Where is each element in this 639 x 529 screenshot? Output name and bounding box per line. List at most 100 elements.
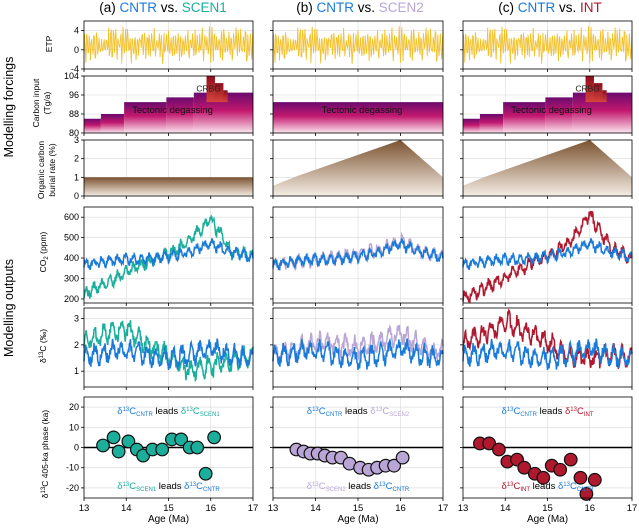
x-tick-label: 16 xyxy=(584,503,595,514)
carbon-step xyxy=(166,97,194,133)
y-tick-label: 3 xyxy=(74,314,79,324)
x-tick-label: 14 xyxy=(500,503,511,514)
y-tick-label: -4 xyxy=(71,64,79,74)
x-axis-label: Age (Ma) xyxy=(337,514,378,525)
etp-line xyxy=(83,26,254,64)
phase-point xyxy=(198,466,213,481)
x-tick-label: 17 xyxy=(248,503,259,514)
y-tick-label: -10 xyxy=(66,463,79,473)
y-tick-label: 1 xyxy=(74,366,79,376)
y-tick-label: 88 xyxy=(69,109,79,119)
d13c-line-scen2 xyxy=(272,323,444,363)
y-tick-label: 10 xyxy=(69,422,79,432)
x-tick-label: 16 xyxy=(395,503,406,514)
y-tick-label: 500 xyxy=(64,233,79,243)
crbg-pulse xyxy=(585,76,594,103)
ylabel-d13c: δ13C (‰) xyxy=(38,329,48,363)
carbon-step xyxy=(273,102,443,133)
y-tick-label: 2 xyxy=(74,154,79,164)
d13c-line-cntr xyxy=(272,337,444,371)
etp-line xyxy=(462,26,633,64)
ylabel-burial-2: burial rate (%) xyxy=(47,143,57,197)
phase-point xyxy=(387,458,402,473)
co2-line-scen1 xyxy=(83,214,254,299)
y-tick-label: 0 xyxy=(74,443,79,453)
carbon-step xyxy=(463,118,480,133)
leads-annotation-top: δ13CCNTR leads δ13CSCEN1 xyxy=(117,406,220,418)
phase-point xyxy=(517,460,532,475)
gridlines xyxy=(463,207,632,303)
etp-line xyxy=(272,26,444,64)
phase-point xyxy=(536,470,551,485)
phase-point xyxy=(579,487,594,501)
carbon-step xyxy=(84,118,101,133)
carbon-step xyxy=(100,114,125,133)
d13c-line-cntr xyxy=(462,338,633,371)
phase-point xyxy=(573,470,588,485)
x-axis-label: Age (Ma) xyxy=(527,514,568,525)
x-tick-label: 14 xyxy=(310,503,321,514)
x-tick-label: 15 xyxy=(542,503,553,514)
tectonic-label: Tectonic degassing xyxy=(322,105,403,116)
tectonic-label: Tectonic degassing xyxy=(132,105,213,116)
carbon-step xyxy=(545,97,573,133)
group-label-outputs: Modelling outputs xyxy=(2,259,16,357)
phase-point xyxy=(174,432,189,447)
y-tick-label: 400 xyxy=(64,253,79,263)
crbg-pulse xyxy=(214,83,224,103)
x-tick-label: 15 xyxy=(353,503,364,514)
phase-point xyxy=(106,430,121,445)
burial-area xyxy=(84,177,253,196)
leads-annotation-top: δ13CCNTR leads δ13CSCEN2 xyxy=(307,406,410,418)
ylabel-phase: δ13C 405-ka phase (ka) xyxy=(40,410,50,499)
leads-annotation-bottom: δ13CSCEN2 leads δ13CCNTR xyxy=(307,481,410,493)
x-tick-label: 15 xyxy=(163,503,174,514)
burial-area xyxy=(463,140,632,196)
phase-point xyxy=(121,434,136,449)
column-title-b: (b) CNTR vs. SCEN2 xyxy=(296,0,424,15)
co2-line-cntr xyxy=(272,238,444,271)
crbg-pulse xyxy=(593,83,603,103)
y-tick-label: 96 xyxy=(69,90,79,100)
y-tick-label: 200 xyxy=(64,294,79,304)
d13c-line-cntr xyxy=(83,338,254,371)
crbg-label: CRBG xyxy=(575,83,600,93)
x-tick-label: 13 xyxy=(458,503,469,514)
y-tick-label: 80 xyxy=(69,128,79,138)
x-tick-label: 13 xyxy=(79,503,90,514)
x-tick-label: 17 xyxy=(438,503,449,514)
y-tick-label: -20 xyxy=(66,483,79,493)
ylabel-burial-1: Organic carbon xyxy=(36,141,46,199)
phase-point xyxy=(492,442,506,457)
y-tick-label: 0 xyxy=(74,45,79,55)
phase-point xyxy=(553,462,568,477)
leads-annotation-top: δ13CCNTR leads δ13CINT xyxy=(501,406,593,418)
y-tick-label: 600 xyxy=(64,212,79,222)
leads-annotation-bottom: δ13CSCEN1 leads δ13CCNTR xyxy=(117,481,220,493)
carbon-step xyxy=(479,114,504,133)
x-axis-label: Age (Ma) xyxy=(148,514,189,525)
phase-point xyxy=(111,444,126,459)
ylabel-etp: ETP xyxy=(44,35,54,52)
gridlines xyxy=(84,207,253,303)
tectonic-label: Tectonic degassing xyxy=(511,105,592,116)
y-tick-label: 104 xyxy=(64,71,79,81)
ylabel-carbon-input-2: (Tg/a) xyxy=(42,91,52,114)
x-tick-label: 13 xyxy=(268,503,279,514)
group-label-forcings: Modelling forcings xyxy=(2,57,16,158)
y-tick-label: 20 xyxy=(69,402,79,412)
column-title-a: (a) CNTR vs. SCEN1 xyxy=(99,0,227,15)
ylabel-carbon-input-1: Carbon input xyxy=(31,78,41,127)
crbg-label: CRBG xyxy=(196,83,221,93)
y-tick-label: 1 xyxy=(74,172,79,182)
co2-line-cntr xyxy=(83,238,254,271)
x-tick-label: 14 xyxy=(121,503,132,514)
y-tick-label: 3 xyxy=(74,135,79,145)
x-tick-label: 16 xyxy=(205,503,216,514)
y-tick-label: 2 xyxy=(74,340,79,350)
y-tick-label: 4 xyxy=(74,26,79,36)
ylabel-co2: CO2 (ppm) xyxy=(38,232,50,273)
y-tick-label: 300 xyxy=(64,273,79,283)
crbg-pulse xyxy=(602,90,607,103)
